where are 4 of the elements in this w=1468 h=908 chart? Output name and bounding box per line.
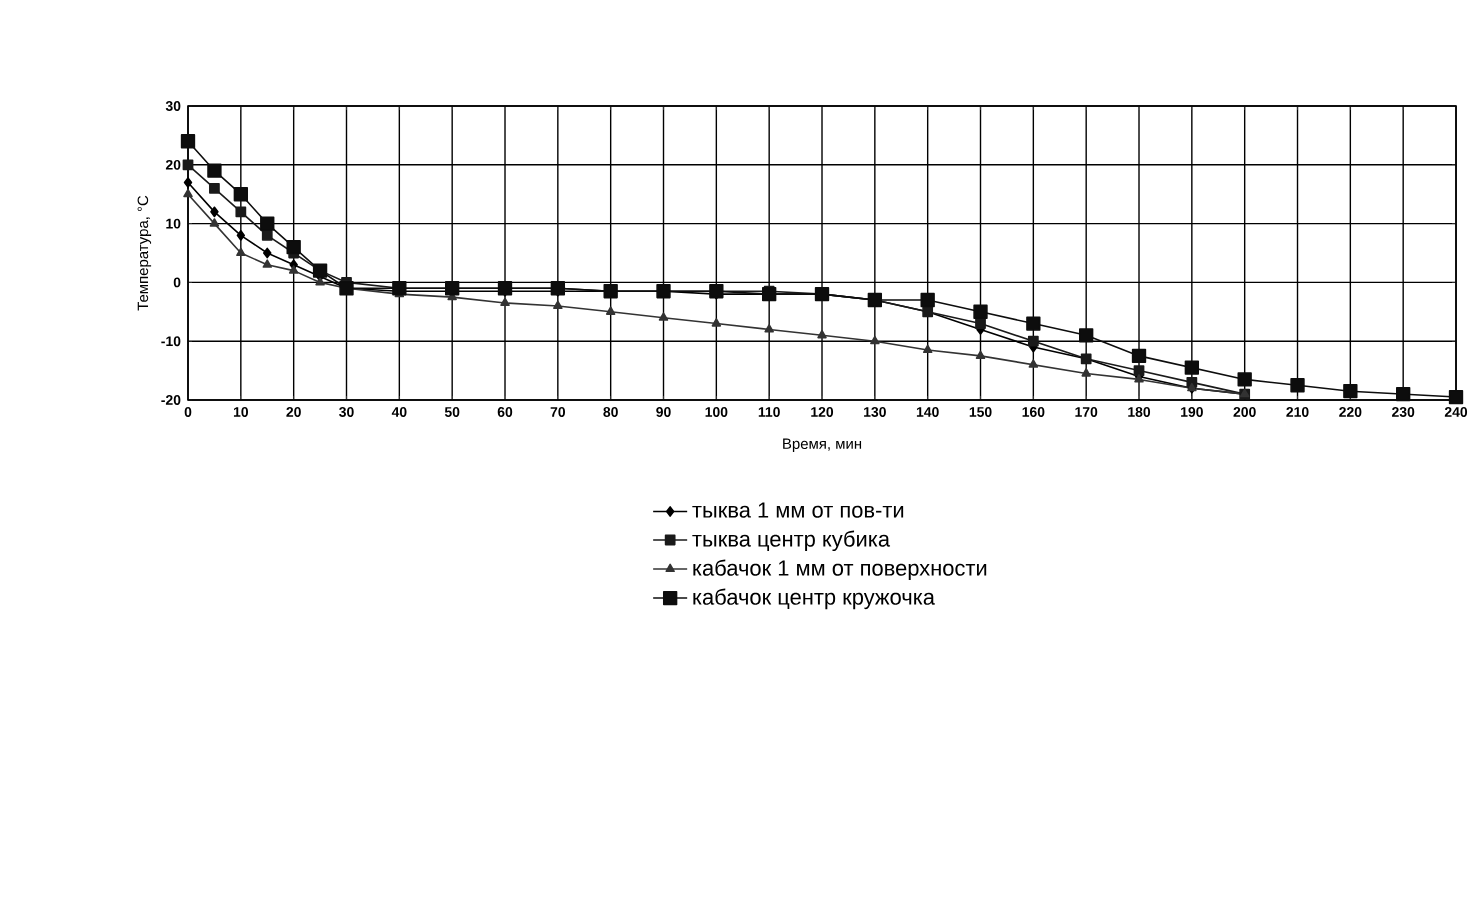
legend-label: тыква 1 мм от пов-ти (692, 502, 904, 518)
legend-label: кабачок 1 мм от поверхности (693, 559, 987, 581)
legend-label: кабачок центр кружочка (693, 588, 935, 610)
legend-label: тыква центр кубика (692, 530, 891, 552)
